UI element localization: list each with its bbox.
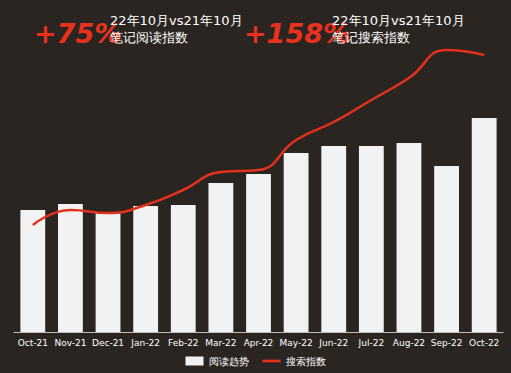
svg-text:Oct-22: Oct-22 — [469, 338, 499, 348]
svg-text:May-22: May-22 — [280, 338, 313, 348]
svg-text:笔记搜索指数: 笔记搜索指数 — [332, 30, 410, 45]
svg-text:Oct-21: Oct-21 — [18, 338, 48, 348]
svg-text:Jun-22: Jun-22 — [318, 338, 348, 348]
svg-text:搜索指数: 搜索指数 — [286, 356, 326, 367]
svg-text:22年10月vs21年10月: 22年10月vs21年10月 — [332, 13, 465, 28]
svg-text:Jan-22: Jan-22 — [130, 338, 160, 348]
svg-text:Feb-22: Feb-22 — [168, 338, 199, 348]
svg-text:+158%: +158% — [244, 18, 350, 49]
svg-text:阅读趋势: 阅读趋势 — [209, 356, 249, 367]
svg-text:Apr-22: Apr-22 — [244, 338, 274, 348]
svg-text:Dec-21: Dec-21 — [92, 338, 124, 348]
svg-text:Aug-22: Aug-22 — [393, 338, 425, 348]
svg-text:笔记阅读指数: 笔记阅读指数 — [110, 30, 188, 45]
svg-text:Mar-22: Mar-22 — [205, 338, 236, 348]
svg-text:Jul-22: Jul-22 — [358, 338, 385, 348]
svg-text:+75%: +75% — [34, 18, 121, 49]
svg-text:Sep-22: Sep-22 — [431, 338, 463, 348]
svg-text:Nov-21: Nov-21 — [54, 338, 86, 348]
svg-text:22年10月vs21年10月: 22年10月vs21年10月 — [110, 13, 243, 28]
